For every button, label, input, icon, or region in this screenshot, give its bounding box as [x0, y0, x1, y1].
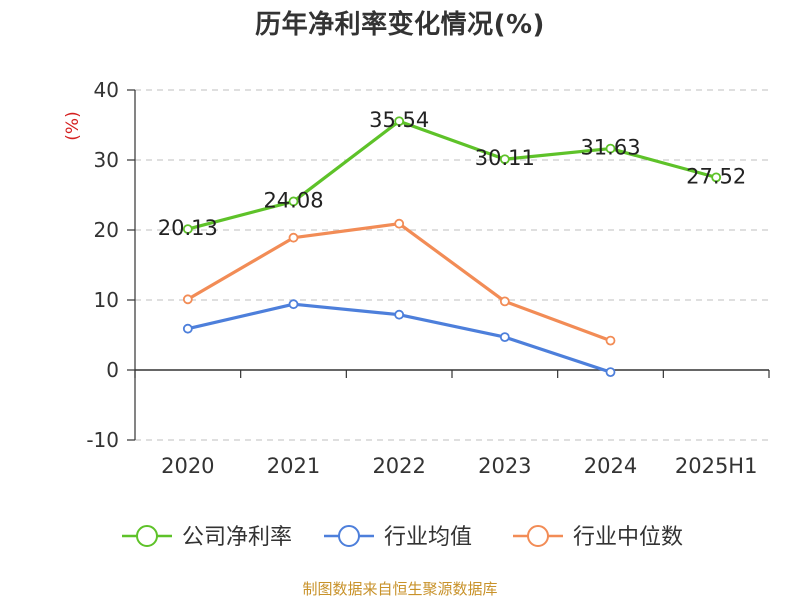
x-tick-label: 2024 [584, 454, 637, 478]
data-labels: 20.13 24.08 35.54 30.11 31.63 27.52 [158, 108, 746, 240]
y-tick-label: 20 [94, 218, 119, 242]
chart-title: 历年净利率变化情况(%) [255, 10, 545, 40]
x-tick-label: 2022 [372, 454, 425, 478]
x-tick-label: 2021 [267, 454, 320, 478]
data-point [605, 367, 616, 378]
y-axis-label: (%) [63, 111, 83, 140]
data-label: 31.63 [580, 136, 640, 160]
series-lines [182, 116, 722, 378]
data-point [182, 323, 193, 334]
data-label: 20.13 [158, 216, 218, 240]
data-point [394, 116, 405, 127]
x-tick-label: 2025H1 [675, 454, 758, 478]
y-tick-label: 40 [94, 78, 119, 102]
legend-marker [338, 525, 360, 547]
data-point [182, 224, 193, 234]
data-point [394, 309, 405, 320]
legend-marker [527, 525, 549, 547]
data-point [182, 294, 193, 305]
data-point [288, 299, 299, 310]
data-point [394, 218, 405, 229]
data-source-note: 制图数据来自恒生聚源数据库 [302, 580, 498, 598]
x-tick-label: 2020 [161, 454, 214, 478]
axes: 40 30 20 10 0 -10 (%) 2020 2021 2022 2023 2024 2025H… [63, 78, 770, 478]
legend-marker [136, 525, 158, 547]
data-label: 24.08 [263, 188, 323, 212]
data-point [499, 296, 510, 307]
y-tick-label: 10 [94, 288, 119, 312]
y-tick-label: -10 [86, 428, 119, 452]
data-point [605, 335, 616, 346]
data-label: 30.11 [475, 146, 535, 170]
data-point [605, 143, 616, 154]
data-label: 27.52 [686, 164, 746, 188]
data-point [288, 196, 299, 207]
series-line [187, 222, 612, 343]
x-tick-label: 2023 [478, 454, 531, 478]
legend: 公司净利率 行业均值 行业中位数 [122, 525, 683, 550]
y-tick-label: 0 [106, 358, 119, 382]
gridlines [135, 89, 769, 441]
data-label: 35.54 [369, 108, 429, 132]
data-point [499, 332, 510, 343]
data-point [499, 154, 510, 165]
legend-label: 行业均值 [384, 525, 472, 550]
legend-label: 公司净利率 [182, 525, 292, 550]
data-point [288, 232, 299, 243]
data-point [711, 172, 722, 183]
legend-label: 行业中位数 [573, 525, 683, 550]
series-line [187, 119, 717, 231]
y-tick-label: 30 [94, 148, 119, 172]
